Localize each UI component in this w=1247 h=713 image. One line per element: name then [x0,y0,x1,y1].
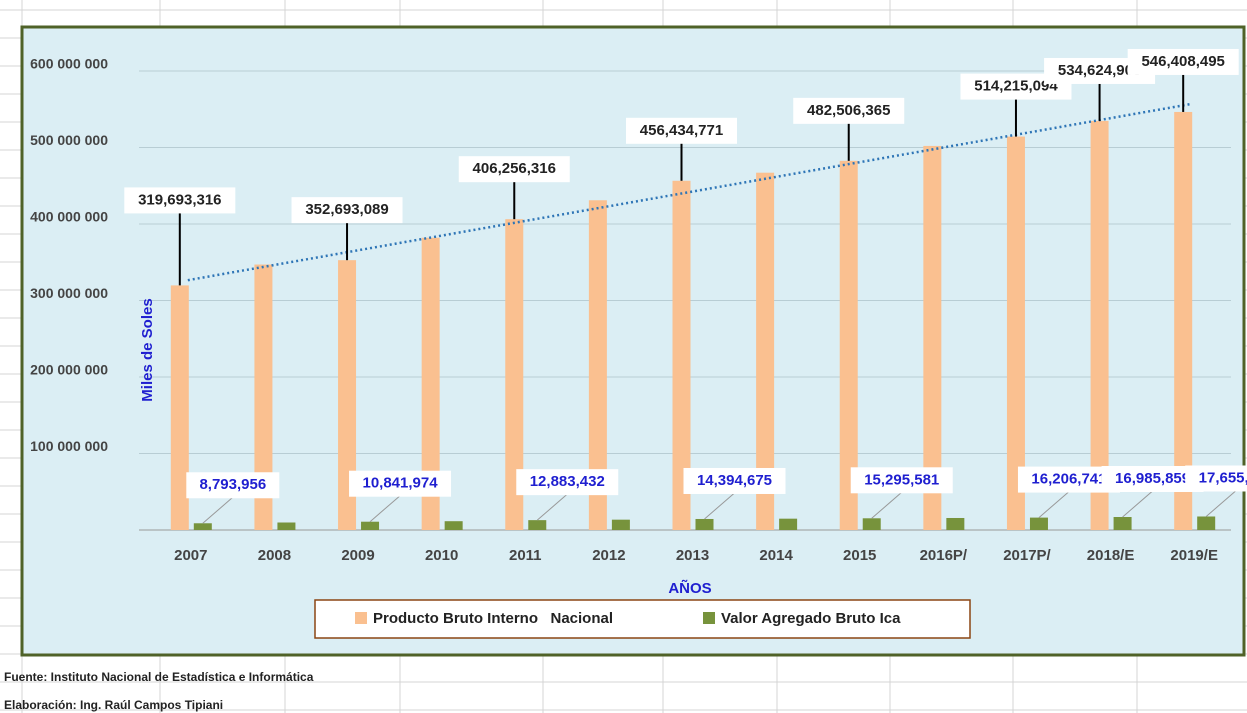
leader-line [1038,491,1070,518]
data-label: 352,693,089 [305,201,388,218]
x-tick-label: 2009 [341,547,374,564]
data-label: 319,693,316 [138,191,221,208]
data-label-box [626,117,737,144]
x-tick-label: 2014 [759,547,793,564]
data-label-box [1185,465,1247,492]
bar [672,180,691,530]
bar [1006,136,1025,530]
data-label-box [850,467,953,494]
x-tick-label: 2019/E [1170,547,1218,564]
bar [611,519,630,530]
x-tick-label: 2017P/ [1003,547,1051,564]
data-label: 8,793,956 [199,476,266,493]
bar [193,523,212,530]
bar [1029,517,1048,530]
data-label: 15,295,581 [864,471,939,488]
legend-label: Valor Agregado Bruto Ica [721,610,901,627]
y-tick-label: 600 000 000 [30,56,108,72]
data-label: 14,394,675 [697,472,772,489]
bar [277,522,296,530]
legend-label: Producto Bruto Interno Nacional [373,610,613,627]
x-tick-label: 2011 [509,547,542,564]
x-tick-label: 2010 [425,547,458,564]
footer-source: Fuente: Instituto Nacional de Estadístic… [4,670,314,684]
bar [1090,120,1109,531]
bar [444,521,463,530]
bar [361,521,380,530]
leader-line [536,493,568,521]
data-label: 456,434,771 [640,122,723,139]
data-label-box [683,467,786,494]
bar [1174,111,1193,530]
leader-line [202,496,234,524]
data-label: 514,215,094 [974,78,1058,95]
y-tick-label: 100 000 000 [30,438,108,454]
y-tick-label: 200 000 000 [30,362,108,378]
x-tick-label: 2015 [843,547,876,564]
data-label: 482,506,365 [807,102,890,119]
y-axis-label: Miles de Soles [139,298,156,401]
data-label: 10,841,974 [362,475,438,492]
data-label: 17,655,405 [1199,469,1247,486]
bar [528,520,547,530]
bar [695,518,714,530]
x-tick-label: 2008 [258,547,291,564]
leader-line [369,495,401,523]
data-label: 546,408,495 [1141,53,1224,70]
leader-line [1122,490,1153,518]
x-axis-label: AÑOS [668,579,711,597]
legend-swatch [355,612,367,624]
x-tick-label: 2013 [676,547,709,564]
plot: 100 000 000 200 000 000 300 000 000 400 000… [30,48,1247,564]
data-label-box [124,187,236,214]
bar [839,160,858,530]
bar [862,518,881,530]
footer-author: Elaboración: Ing. Raúl Campos Tipiani [4,698,223,712]
bar [338,260,357,530]
data-label-box [349,470,452,497]
bar [505,219,524,530]
data-label-box [793,97,905,124]
bar [779,518,798,530]
data-label-box [458,156,570,183]
leader-line [871,491,903,519]
bar [254,264,273,530]
bar [946,517,965,530]
legend [314,599,971,639]
x-tick-label: 2007 [174,547,207,564]
data-label: 16,206,741 [1031,471,1106,488]
bar [1113,517,1132,530]
data-label-box [186,472,280,499]
y-tick-label: 500 000 000 [30,132,108,148]
data-label: 12,883,432 [530,473,605,490]
bar [1197,516,1216,530]
data-label: 406,256,316 [473,160,556,177]
bar [756,172,775,530]
data-label-box [1127,48,1239,75]
bar [170,285,189,530]
y-tick-label: 300 000 000 [30,285,108,301]
leader-line [1205,490,1237,517]
data-label-box [291,197,403,224]
data-label: 16,985,859 [1115,470,1190,487]
bar [923,145,942,530]
bar [421,237,440,530]
bar [588,200,607,530]
leader-line [704,492,735,520]
data-label: 534,624,903 [1058,62,1141,79]
y-tick-label: 400 000 000 [30,209,108,225]
x-tick-label: 2016P/ [920,547,968,564]
legend-swatch [703,612,715,624]
x-tick-label: 2012 [592,547,625,564]
x-tick-label: 2018/E [1087,547,1135,564]
data-label-box [516,469,619,496]
